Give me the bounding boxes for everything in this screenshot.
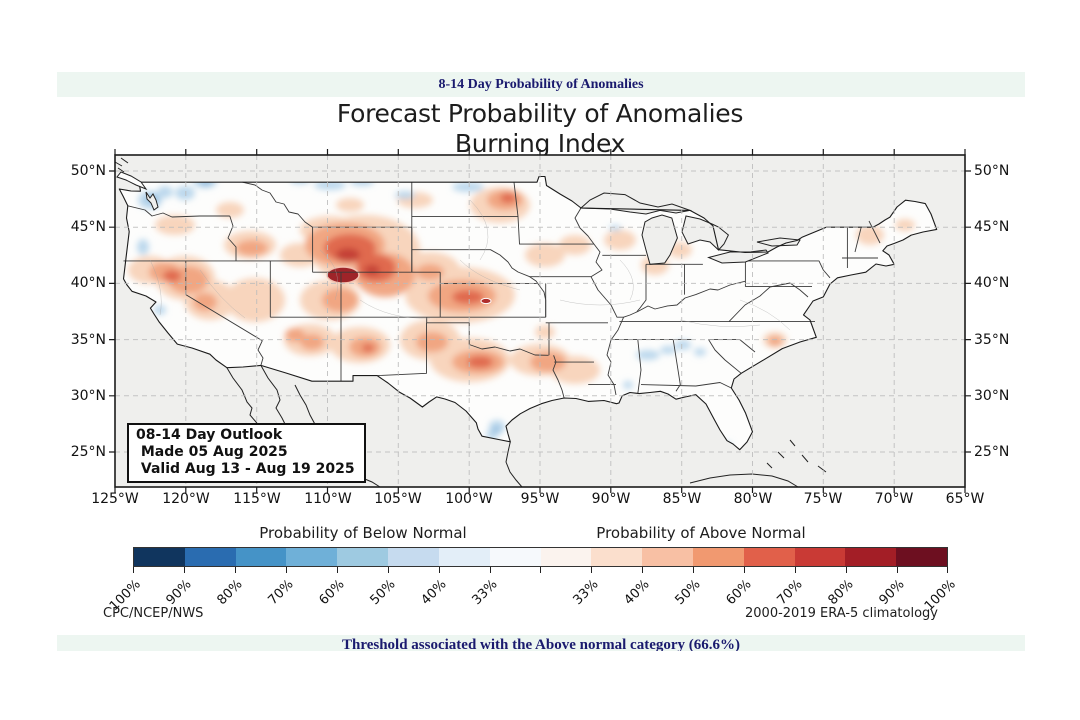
colorbar-above-title: Probability of Above Normal [596, 524, 806, 542]
axis-ticks [109, 149, 971, 493]
colorbar-tick [795, 567, 796, 573]
cb-label-b50: 50% [367, 577, 399, 609]
colorbar-tick [897, 567, 898, 573]
colorbar-tick [388, 567, 389, 573]
outlook-line1: 08-14 Day Outlook [136, 427, 283, 443]
lat-label-left-45: 45°N [70, 219, 106, 235]
colorbar-tick [591, 567, 592, 573]
colorbar-tick [846, 567, 847, 573]
colorbar-tick [490, 567, 491, 573]
colorbar-below-title: Probability of Below Normal [259, 524, 467, 542]
bottom-banner-text: Threshold associated with the Above norm… [341, 637, 741, 651]
division-lines [149, 199, 791, 331]
colorbar-tick [133, 567, 134, 573]
cb-label-a70: 70% [774, 577, 806, 609]
us-anomaly-map [109, 149, 971, 493]
colorbar-segment [235, 548, 287, 566]
cb-label-b70: 70% [265, 577, 297, 609]
colorbar-tick [693, 567, 694, 573]
lon-label-110w: 110°W [304, 491, 352, 507]
lon-label-70w: 70°W [874, 491, 914, 507]
lat-label-right-45: 45°N [974, 219, 1010, 235]
colorbar-segment [845, 548, 897, 566]
anomaly-shading [128, 176, 915, 448]
colorbar-segment [134, 548, 185, 566]
top-banner-text: 8-14 Day Probability of Anomalies [438, 77, 644, 92]
lat-label-right-50: 50°N [974, 163, 1010, 179]
colorbar-segment [337, 548, 389, 566]
cb-label-b80: 80% [214, 577, 246, 609]
probability-colorbar [133, 547, 948, 567]
cb-label-b60: 60% [316, 577, 348, 609]
cb-label-a40: 40% [621, 577, 653, 609]
colorbar-segment [591, 548, 643, 566]
colorbar-segment [692, 548, 744, 566]
lon-label-100w: 100°W [445, 491, 493, 507]
colorbar-segment [540, 548, 592, 566]
lon-label-85w: 85°W [662, 491, 702, 507]
lat-label-left-25: 25°N [70, 444, 106, 460]
lon-label-125w: 125°W [91, 491, 139, 507]
lon-label-65w: 65°W [945, 491, 985, 507]
lat-label-left-30: 30°N [70, 388, 106, 404]
colorbar-segment [794, 548, 846, 566]
colorbar-tick [642, 567, 643, 573]
outlook-line2: Made 05 Aug 2025 [136, 444, 288, 461]
colorbar-segment [489, 548, 541, 566]
lat-label-left-50: 50°N [70, 163, 106, 179]
lon-label-120w: 120°W [162, 491, 210, 507]
lon-label-80w: 80°W [733, 491, 773, 507]
cb-label-b40: 40% [418, 577, 450, 609]
cb-label-b33: 33% [469, 577, 501, 609]
cb-label-a90: 90% [876, 577, 908, 609]
lat-label-right-35: 35°N [974, 332, 1010, 348]
cb-label-a60: 60% [723, 577, 755, 609]
lon-label-115w: 115°W [233, 491, 281, 507]
colorbar-segment [388, 548, 439, 566]
cb-label-a33: 33% [570, 577, 602, 609]
lon-label-75w: 75°W [803, 491, 843, 507]
lat-label-right-25: 25°N [974, 444, 1010, 460]
top-banner: 8-14 Day Probability of Anomalies [57, 72, 1025, 97]
colorbar-tick [947, 567, 948, 573]
lat-label-right-40: 40°N [974, 275, 1010, 291]
max-anomaly-contour-kansas [480, 297, 492, 305]
cb-label-a80: 80% [825, 577, 857, 609]
lon-label-95w: 95°W [520, 491, 560, 507]
agency-credit: CPC/NCEP/NWS [103, 606, 204, 621]
map-gridlines [115, 155, 965, 487]
colorbar-segment [184, 548, 236, 566]
colorbar-tick [337, 567, 338, 573]
colorbar-segment [743, 548, 795, 566]
lat-label-left-35: 35°N [70, 332, 106, 348]
colorbar-segment [438, 548, 490, 566]
title-line1: Forecast Probability of Anomalies [336, 99, 744, 128]
lat-label-left-40: 40°N [70, 275, 106, 291]
page-title: Forecast Probability of Anomalies Burnin… [0, 99, 1080, 158]
climatology-credit: 2000-2019 ERA-5 climatology [745, 606, 938, 621]
lon-label-90w: 90°W [591, 491, 631, 507]
colorbar-segment [286, 548, 338, 566]
us-outline [118, 175, 938, 451]
colorbar-segment [896, 548, 947, 566]
outlook-info-box: 08-14 Day Outlook Made 05 Aug 2025 Valid… [127, 423, 366, 484]
outlook-line3: Valid Aug 13 - Aug 19 2025 [136, 461, 355, 478]
colorbar-segment [642, 548, 693, 566]
lat-label-right-30: 30°N [974, 388, 1010, 404]
lon-label-105w: 105°W [374, 491, 422, 507]
colorbar-tick [286, 567, 287, 573]
colorbar-tick [540, 567, 541, 573]
cb-label-b90: 90% [163, 577, 195, 609]
colorbar-tick [184, 567, 185, 573]
bottom-banner: Threshold associated with the Above norm… [57, 635, 1025, 651]
colorbar-tick [439, 567, 440, 573]
colorbar-tick [235, 567, 236, 573]
colorbar-tick [744, 567, 745, 573]
cb-label-a50: 50% [672, 577, 704, 609]
max-anomaly-contour-wyoming [326, 266, 360, 284]
